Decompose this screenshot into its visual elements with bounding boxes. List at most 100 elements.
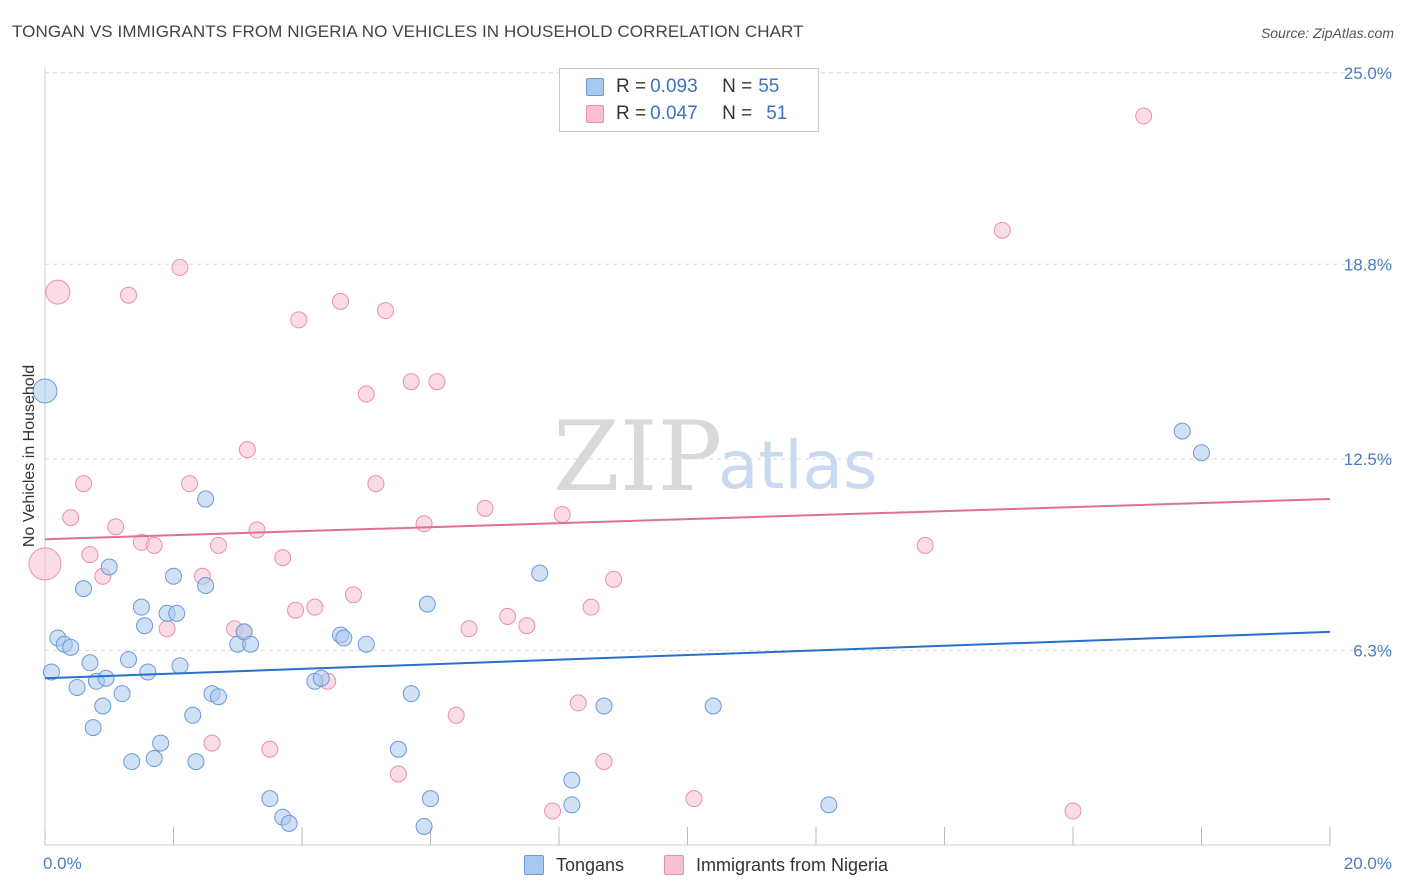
data-point: [447, 706, 465, 724]
data-point: [544, 802, 562, 820]
data-point: [165, 567, 182, 585]
data-point: [418, 595, 436, 613]
data-point: [209, 688, 227, 706]
data-point: [287, 601, 305, 619]
x-axis-ticks: [44, 827, 1331, 845]
data-point: [704, 697, 722, 715]
data-point: [158, 620, 176, 638]
watermark-atlas: atlas: [718, 427, 878, 504]
data-point: [145, 750, 163, 768]
data-point: [357, 635, 375, 653]
bottom-legend-nigeria: Immigrants from Nigeria: [664, 852, 888, 878]
y-tick-label: 25.0%: [1344, 64, 1392, 83]
legend-swatch-blue: [586, 78, 604, 96]
data-point: [168, 604, 186, 622]
data-point: [518, 617, 536, 635]
watermark: ZIP atlas: [553, 401, 878, 513]
data-point: [1193, 444, 1210, 462]
data-point: [197, 490, 215, 508]
legend-n-value: 55: [758, 76, 780, 97]
data-point: [332, 292, 350, 310]
correlation-legend: R = 0.093 N = 55 R = 0.047 N = 51: [559, 68, 819, 132]
data-point: [248, 521, 266, 539]
data-point: [203, 734, 221, 752]
data-point: [335, 629, 353, 647]
data-point: [389, 740, 407, 758]
series-nigeria-points: [28, 107, 1153, 820]
bottom-legend-swatch-blue: [524, 855, 544, 875]
chart-title: TONGAN VS IMMIGRANTS FROM NIGERIA NO VEH…: [12, 22, 804, 41]
data-point: [582, 598, 600, 616]
legend-r-label: R =: [616, 76, 647, 97]
data-point: [1064, 802, 1082, 820]
data-point: [563, 771, 581, 789]
data-point: [94, 697, 112, 715]
data-point: [238, 441, 256, 459]
data-point: [171, 657, 189, 675]
data-point: [84, 719, 102, 737]
data-point: [820, 796, 838, 814]
data-point: [415, 817, 433, 835]
y-tick-label: 18.8%: [1344, 255, 1392, 274]
data-point: [113, 685, 131, 703]
trend-line-nigeria: [44, 498, 1331, 541]
bottom-legend-label-nigeria: Immigrants from Nigeria: [696, 854, 889, 875]
bottom-legend-label-tongans: Tongans: [556, 854, 625, 875]
legend-r-value: 0.093: [650, 76, 698, 97]
x-tick-label-max: 20.0%: [1344, 854, 1392, 873]
legend-row-nigeria: R = 0.047 N = 51: [586, 101, 787, 127]
data-point: [261, 740, 279, 758]
data-point: [45, 279, 71, 305]
legend-n-value: 51: [766, 103, 788, 124]
data-point: [280, 814, 298, 832]
data-point: [261, 790, 279, 808]
data-point: [367, 475, 385, 493]
data-point: [62, 509, 80, 527]
series-tongans-points: [32, 378, 1210, 835]
data-point: [81, 546, 99, 564]
data-point: [75, 475, 93, 493]
source-label: Source: ZipAtlas.com: [1260, 25, 1394, 41]
data-point: [389, 765, 407, 783]
data-point: [209, 536, 227, 554]
watermark-zip: ZIP: [553, 401, 722, 513]
data-point: [197, 577, 215, 595]
data-point: [120, 651, 138, 669]
gridlines: [45, 72, 1392, 651]
bottom-legend-tongans: Tongans: [524, 852, 624, 878]
data-point: [415, 515, 433, 533]
data-point: [290, 311, 308, 329]
x-tick-label-min: 0.0%: [43, 854, 82, 873]
data-point: [32, 378, 58, 404]
data-point: [422, 790, 439, 808]
data-point: [187, 753, 205, 771]
data-point: [499, 607, 517, 625]
data-point: [152, 734, 170, 752]
legend-row-tongans: R = 0.093 N = 55: [586, 74, 779, 100]
data-point: [476, 499, 494, 517]
data-point: [171, 258, 189, 276]
data-point: [344, 586, 362, 604]
legend-n-label: N =: [722, 76, 753, 97]
data-point: [377, 302, 395, 320]
data-point: [139, 663, 157, 681]
y-axis-label: No Vehicles in Household: [21, 365, 38, 547]
data-point: [181, 475, 199, 493]
y-tick-label: 12.5%: [1344, 450, 1392, 469]
data-point: [569, 694, 587, 712]
data-point: [42, 663, 60, 681]
data-point: [184, 706, 202, 724]
legend-swatch-pink: [586, 105, 604, 123]
data-point: [685, 790, 703, 808]
data-point: [563, 796, 581, 814]
data-point: [1135, 107, 1153, 125]
data-point: [605, 570, 623, 588]
y-tick-label: 6.3%: [1353, 641, 1392, 660]
data-point: [531, 564, 549, 582]
y-axis-tick-labels: 6.3% 12.5% 18.8% 25.0%: [1344, 64, 1392, 661]
data-point: [274, 549, 292, 567]
data-point: [107, 518, 125, 536]
data-point: [312, 669, 330, 687]
data-point: [242, 635, 260, 653]
